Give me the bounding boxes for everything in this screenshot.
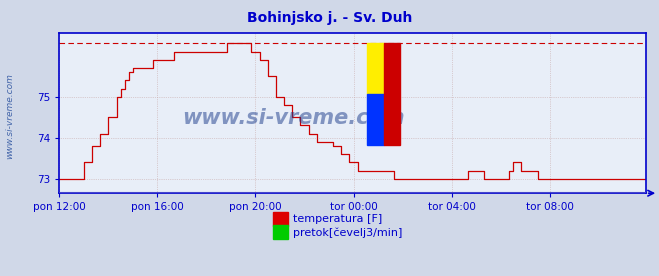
Bar [384, 43, 400, 145]
Text: temperatura [F]: temperatura [F] [293, 214, 382, 224]
Bar [367, 94, 384, 145]
Text: Bohinjsko j. - Sv. Duh: Bohinjsko j. - Sv. Duh [247, 11, 412, 25]
Text: pretok[čevelj3/min]: pretok[čevelj3/min] [293, 227, 403, 238]
Text: www.si-vreme.com: www.si-vreme.com [183, 108, 405, 128]
Text: www.si-vreme.com: www.si-vreme.com [5, 73, 14, 159]
Bar [367, 43, 384, 94]
